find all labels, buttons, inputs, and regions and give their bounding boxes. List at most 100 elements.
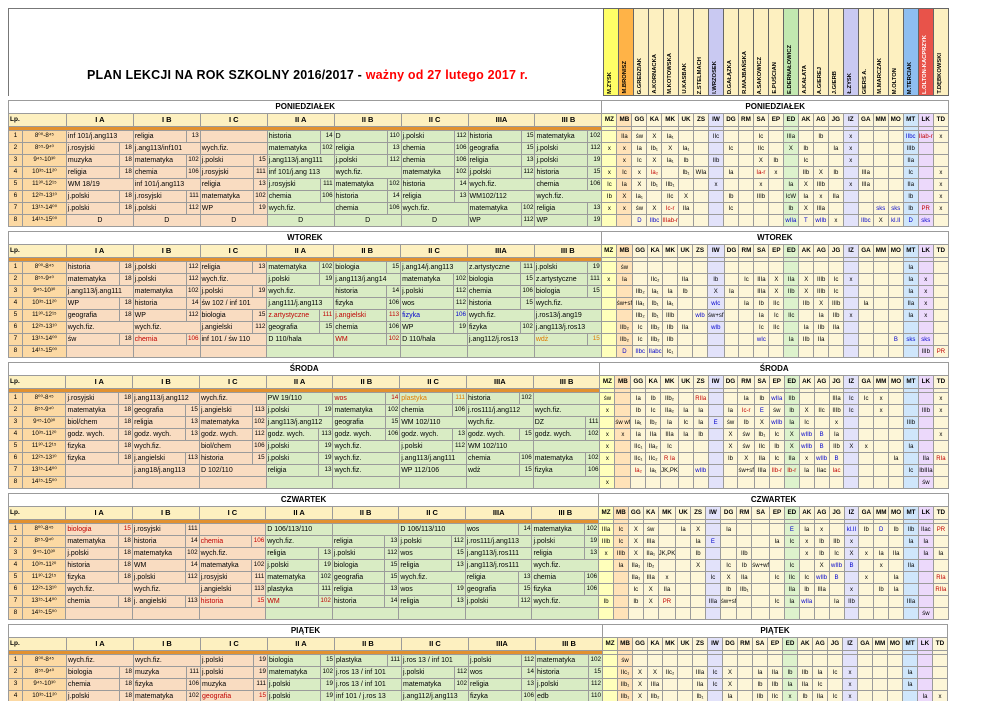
teacher-cell: x: [657, 571, 677, 584]
teacher-cell: IIa: [692, 678, 708, 691]
teacher-cell: św: [917, 476, 934, 489]
teacher-cell: Ia: [737, 392, 755, 405]
teacher-cell: [888, 559, 905, 572]
lesson-cell: historia: [198, 595, 253, 608]
teacher-cell: [813, 392, 830, 405]
teacher-cell: [888, 416, 904, 429]
lesson-cell: biologia: [333, 261, 388, 274]
teacher-cell: Ib₁: [646, 178, 663, 191]
teacher-cell: Ia: [828, 428, 845, 441]
room-cell: 102: [385, 404, 401, 417]
class-header: I C: [198, 506, 267, 520]
lesson-cell: fizyka: [466, 321, 521, 334]
teacher-cell: [722, 130, 739, 143]
teacher-cell: Ia-r: [752, 166, 769, 179]
teacher-cell: [843, 452, 860, 465]
teacher-cell: IIbc: [646, 214, 663, 227]
teacher-name: D.GAŁĄZKA: [723, 8, 740, 96]
lesson-cell: matematyka: [534, 130, 589, 143]
lesson-number: 5: [8, 178, 23, 191]
lesson-cell: plastyka: [334, 654, 388, 667]
class-header: IIIA: [465, 375, 534, 389]
lesson-cell: matematyka: [199, 190, 254, 203]
lesson-cell: matematyka: [65, 404, 120, 417]
teacher-cell: X: [642, 583, 659, 596]
lesson-cell: matematyka: [333, 178, 388, 191]
teacher-cell: [858, 464, 875, 477]
teacher-code-header: MZ: [598, 506, 615, 520]
lesson-cell: j.polski: [132, 202, 187, 215]
teacher-cell: wIc: [707, 297, 725, 310]
teacher-cell: [677, 297, 694, 310]
room-cell: 18: [118, 559, 133, 572]
teacher-cell: [917, 595, 934, 608]
teacher-cell: [902, 452, 919, 465]
room-cell: 112: [517, 595, 533, 608]
teacher-cell: [917, 190, 934, 203]
lesson-time: 13¹⁵-14⁰⁰: [21, 595, 67, 608]
lesson-cell: WM 102/110: [399, 416, 467, 429]
lesson-cell: D 102/110: [198, 464, 267, 477]
lesson-cell: [464, 607, 533, 620]
teacher-cell: IIc: [752, 142, 769, 155]
teacher-cell: wIIb: [813, 571, 830, 584]
teacher-cell: [917, 154, 934, 167]
lesson-cell: matematyka: [198, 416, 253, 429]
teacher-cell: X: [812, 166, 829, 179]
teacher-code-header: MO: [887, 244, 904, 258]
teacher-cell: X: [632, 678, 648, 691]
room-cell: 18: [118, 440, 134, 453]
lesson-cell: wych.fiz.: [133, 654, 201, 667]
room-cell: 13: [453, 190, 469, 203]
teacher-cell: IIa: [797, 678, 813, 691]
teacher-cell: [828, 523, 845, 536]
lesson-cell: wych.fiz.: [266, 202, 335, 215]
teacher-cell: [677, 678, 693, 691]
room-cell: 15: [586, 333, 602, 346]
lesson-cell: [333, 345, 402, 358]
lesson-time: 9⁴⁵-10³⁰: [21, 416, 67, 429]
teacher-cell: PR: [917, 202, 934, 215]
teacher-cell: [813, 345, 830, 358]
teacher-code-header: SA: [751, 506, 771, 520]
teacher-cell: Ic: [631, 154, 648, 167]
teacher-cell: IIa₁: [627, 571, 644, 584]
room-cell: 106: [251, 535, 267, 548]
room-cell: 112: [386, 154, 402, 167]
teacher-cell: Ib: [737, 416, 755, 429]
class-header: II C: [400, 113, 469, 127]
teacher-cell: D: [631, 214, 648, 227]
lesson-cell: fizyka: [65, 452, 120, 465]
teacher-cell: [843, 428, 860, 441]
teacher-cell: [642, 607, 659, 620]
teacher-name: Ł.ZYSK: [843, 8, 860, 96]
room-cell: 102: [251, 416, 267, 429]
teacher-cell: IIa: [903, 559, 919, 572]
teacher-cell: [828, 333, 845, 346]
lesson-time: 14¹⁵-15⁰⁰: [21, 214, 67, 227]
room-cell: 15: [251, 452, 267, 465]
teacher-cell: Ia: [723, 285, 740, 298]
teacher-cell: IIIb: [613, 547, 629, 560]
teacher-cell: [843, 333, 859, 346]
teacher-cell: Ib: [858, 523, 875, 536]
teacher-cell: Ia: [782, 678, 798, 691]
teacher-code-header: IZ: [843, 375, 860, 389]
lesson-time: 11³⁰-12¹⁵: [21, 571, 67, 584]
teacher-cell: [813, 416, 830, 429]
teacher-cell: [857, 678, 873, 691]
lesson-cell: wos: [464, 523, 519, 536]
teacher-cell: [613, 607, 629, 620]
lesson-time: 13¹⁵-14⁰⁰: [21, 464, 67, 477]
teacher-cell: [782, 154, 799, 167]
room-cell: 15: [253, 690, 268, 701]
room-cell: 111: [586, 273, 602, 286]
room-cell: 15: [450, 547, 466, 560]
teacher-cell: [887, 166, 904, 179]
teacher-code-header: MK: [661, 113, 680, 127]
lesson-cell: historia: [535, 666, 589, 679]
room-cell: 14: [184, 535, 200, 548]
teacher-cell: x: [600, 273, 617, 286]
teacher-cell: Ib: [627, 595, 644, 608]
